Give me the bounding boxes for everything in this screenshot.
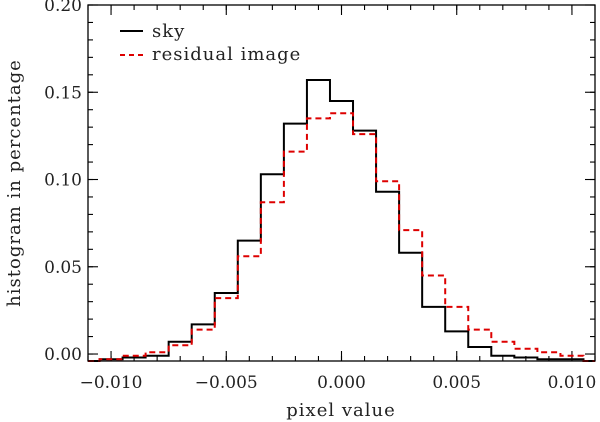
series-layer	[88, 79, 595, 362]
x-tick-label: 0.010	[548, 373, 597, 393]
plot-frame	[87, 4, 596, 362]
y-tick-label: 0.10	[44, 171, 82, 191]
x-tick-label: 0.000	[317, 373, 366, 393]
y-axis-title: histogram in percentage	[4, 59, 25, 307]
x-tick-label: −0.005	[195, 373, 258, 393]
legend: sky residual image	[120, 21, 301, 65]
x-axis-title: pixel value	[286, 400, 395, 421]
y-tick-label: 0.20	[44, 0, 82, 16]
x-axis-ticks: −0.010 −0.005 0.000 0.005 0.010	[80, 5, 597, 393]
y-axis-ticks: 0.00 0.05 0.10 0.15 0.20	[44, 0, 595, 365]
series-sky-line	[88, 79, 595, 362]
y-tick-label: 0.05	[44, 258, 82, 278]
y-tick-label: 0.15	[44, 83, 82, 103]
legend-label-residual: residual image	[152, 44, 301, 65]
x-tick-label: −0.010	[80, 373, 143, 393]
series-residual-image-line	[88, 112, 595, 362]
legend-label-sky: sky	[152, 21, 185, 42]
x-tick-label: 0.005	[432, 373, 481, 393]
y-tick-label: 0.00	[44, 345, 82, 365]
